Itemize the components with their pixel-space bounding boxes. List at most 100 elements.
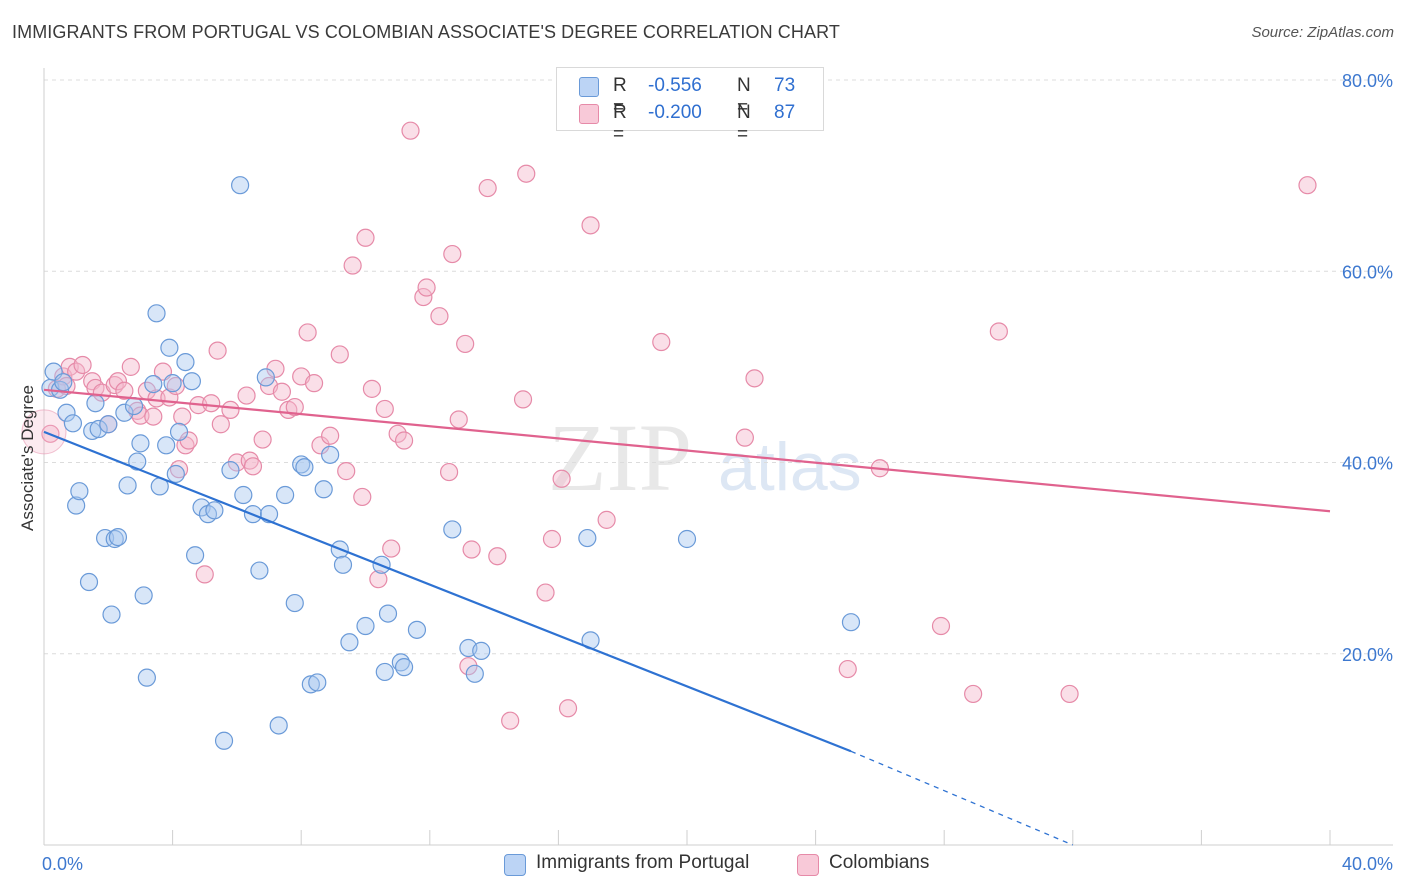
colombians-point — [321, 426, 340, 445]
colombians-point — [369, 570, 388, 589]
colombians-point — [542, 529, 562, 549]
portugal-point — [147, 304, 166, 323]
portugal-point — [99, 415, 118, 434]
colombians-point — [443, 244, 462, 264]
colombians-point — [456, 334, 475, 354]
portugal-point — [394, 658, 414, 677]
colombians-point — [202, 394, 221, 413]
colombians-point — [401, 121, 420, 140]
portugal-point — [115, 403, 134, 422]
colombians-point — [330, 345, 349, 364]
legend-n-value: 87 — [774, 102, 796, 123]
colombians-point — [108, 372, 128, 391]
portugal-point — [63, 414, 83, 433]
colombians-point — [745, 369, 764, 388]
portugal-point — [124, 396, 144, 416]
colombians-point — [414, 287, 433, 307]
y-tick-label: 80.0% — [1342, 71, 1393, 91]
colombians-point — [208, 341, 227, 360]
portugal-point — [105, 529, 124, 549]
colombians-point — [536, 583, 555, 602]
legend-r-value: -0.556 — [648, 75, 702, 96]
colombians-point — [237, 386, 256, 405]
colombians-point — [144, 407, 163, 426]
grid-lines — [44, 79, 1393, 655]
portugal-point — [108, 527, 128, 547]
colombians-point — [478, 178, 497, 198]
portugal-point — [169, 422, 189, 441]
legend-n-label: N = — [737, 102, 751, 145]
colombians-point — [353, 487, 372, 507]
portugal-point — [677, 529, 697, 549]
colombians-point — [989, 322, 1008, 341]
portugal-point — [89, 419, 108, 439]
portugal-point — [269, 716, 288, 735]
colombians-point — [173, 407, 192, 426]
colombians-point — [285, 397, 304, 417]
portugal-trend-extension — [850, 750, 1074, 846]
source-label: Source: ZipAtlas.com — [1251, 24, 1394, 41]
portugal-point — [378, 604, 398, 623]
colombians-point — [430, 307, 449, 326]
x-tick-label: 0.0% — [42, 854, 83, 874]
watermark-atlas: atlas — [718, 429, 862, 505]
portugal-point — [54, 373, 73, 392]
portugal-point — [250, 561, 269, 580]
colombians-point — [343, 256, 362, 275]
colombians-points — [21, 121, 1317, 730]
portugal-point — [465, 664, 484, 683]
colombians-point — [253, 430, 272, 449]
portugal-point — [285, 593, 304, 613]
colombians-point — [67, 362, 86, 381]
y-tick-label: 40.0% — [1342, 454, 1393, 474]
legend-swatch-pink — [579, 104, 599, 124]
y-tick-label: 20.0% — [1342, 645, 1393, 665]
x-tick-label: 40.0% — [1342, 854, 1393, 874]
portugal-point — [157, 436, 176, 455]
y-axis-title: Associate's Degree — [18, 385, 37, 531]
portugal-point — [102, 605, 121, 624]
legend-r-value: -0.200 — [648, 102, 702, 123]
portugal-point — [118, 476, 137, 495]
colombians-point — [362, 379, 382, 398]
portugal-point — [256, 368, 275, 387]
colombians-point — [1298, 176, 1317, 195]
colombians-point — [375, 399, 394, 419]
watermark: ZIP atlas — [548, 404, 862, 511]
colombians-point — [513, 390, 533, 409]
colombians-point — [462, 540, 481, 559]
portugal-point — [95, 528, 115, 548]
colombians-point — [311, 436, 330, 455]
portugal-point — [295, 458, 314, 477]
portugal-point — [176, 352, 195, 372]
colombians-point — [147, 389, 166, 408]
colombians-point — [221, 400, 240, 420]
portugal-point — [137, 668, 156, 687]
legend-r-label: R = — [613, 102, 627, 145]
portugal-point — [70, 482, 89, 501]
portugal-point — [292, 455, 311, 474]
portugal-point — [128, 452, 147, 471]
portugal-point — [276, 485, 295, 505]
y-tick-label: 60.0% — [1342, 262, 1393, 282]
portugal-point — [841, 613, 861, 632]
colombians-point — [1060, 684, 1079, 704]
trend-lines — [43, 388, 1331, 846]
correlation-legend: R = -0.556 N = 73 R = -0.200 N = 87 — [556, 67, 824, 145]
portugal-point — [57, 403, 76, 422]
colombians-point — [558, 699, 578, 718]
colombians-point — [517, 164, 536, 183]
colombians-point — [240, 451, 259, 470]
colombians-point — [388, 424, 407, 443]
legend-n-label: N = — [737, 75, 751, 118]
colombians-point — [597, 510, 616, 529]
portugal-point — [67, 496, 86, 515]
colombians-point — [439, 462, 459, 482]
portugal-point — [83, 421, 102, 441]
portugal-point — [301, 675, 320, 694]
portugal-point — [333, 555, 353, 574]
colombians-point — [735, 428, 754, 447]
colombians-point — [964, 684, 983, 704]
colombians-point — [838, 659, 857, 679]
colombians-point — [272, 382, 292, 401]
